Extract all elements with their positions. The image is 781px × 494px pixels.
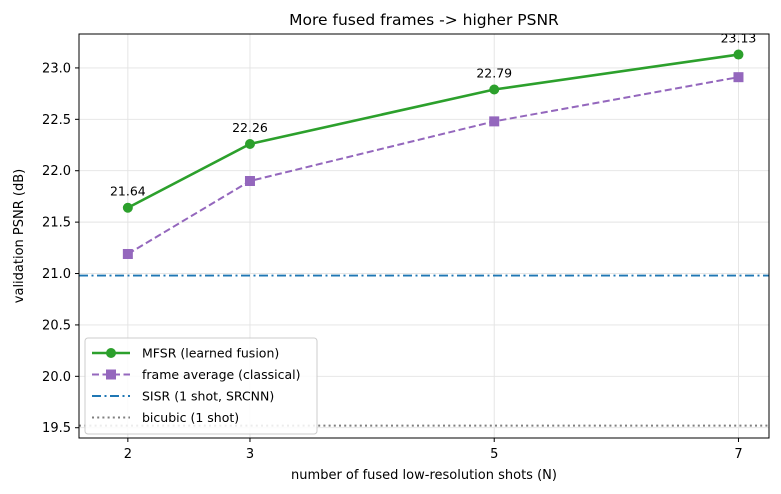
y-tick-label: 19.5 xyxy=(42,421,71,436)
data-point-circle xyxy=(122,202,133,213)
legend: MFSR (learned fusion) frame average (clas… xyxy=(84,337,318,435)
y-tick-label: 20.0 xyxy=(42,370,71,385)
data-label: 22.26 xyxy=(232,120,268,135)
data-label: 22.79 xyxy=(476,66,512,81)
data-point-square xyxy=(733,72,744,83)
y-tick-label: 20.5 xyxy=(42,318,71,333)
series-line xyxy=(127,76,739,255)
legend-label: SISR (1 shot, SRCNN) xyxy=(142,389,274,404)
x-tick-label: 2 xyxy=(124,447,132,462)
y-tick-label: 23.0 xyxy=(42,61,71,76)
x-tick-label: 7 xyxy=(734,447,742,462)
y-axis-label: validation PSNR (dB) xyxy=(12,169,27,303)
data-series xyxy=(122,49,744,259)
x-tick-label: 3 xyxy=(246,447,254,462)
data-label: 23.13 xyxy=(721,31,757,46)
plot-frame xyxy=(78,33,770,439)
y-tick-label: 21.0 xyxy=(42,267,71,282)
legend-marker-circle xyxy=(106,348,116,358)
series-line xyxy=(127,53,739,209)
x-axis-label: number of fused low-resolution shots (N) xyxy=(291,468,557,483)
data-point-circle xyxy=(489,84,500,95)
y-tick-label: 22.0 xyxy=(42,164,71,179)
chart-title: More fused frames -> higher PSNR xyxy=(289,11,559,29)
legend-box xyxy=(84,337,318,435)
x-tick-label: 5 xyxy=(490,447,498,462)
data-point-square xyxy=(489,116,500,127)
data-point-circle xyxy=(733,49,744,60)
legend-label: MFSR (learned fusion) xyxy=(142,346,279,361)
data-point-square xyxy=(122,248,133,259)
legend-label: bicubic (1 shot) xyxy=(142,410,239,425)
legend-marker-square xyxy=(106,369,116,380)
y-tick-label: 21.5 xyxy=(42,216,71,231)
y-axis-ticks: 19.5 20.0 20.5 21.0 21.5 22.0 22.5 23.0 xyxy=(42,61,79,436)
x-axis-ticks: 2 3 5 7 xyxy=(124,438,743,462)
y-tick-label: 22.5 xyxy=(42,113,71,128)
legend-label: frame average (classical) xyxy=(142,367,300,382)
data-point-circle xyxy=(244,138,255,149)
data-labels: 21.64 22.26 22.79 23.13 xyxy=(110,31,756,199)
data-label: 21.64 xyxy=(110,184,146,199)
data-point-square xyxy=(244,176,255,187)
